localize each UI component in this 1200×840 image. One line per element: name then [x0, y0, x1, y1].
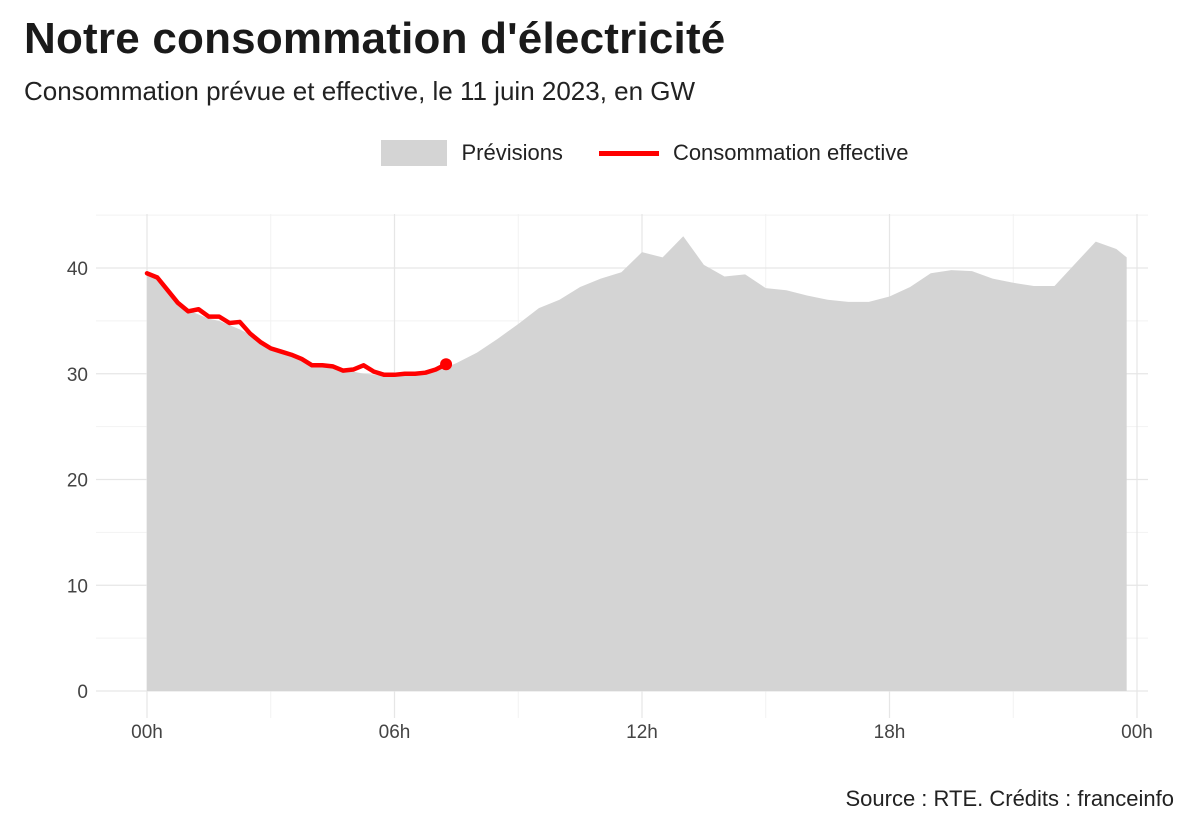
forecast-area-layer [147, 236, 1127, 691]
x-tick-label: 12h [626, 722, 658, 743]
forecast-area [147, 236, 1127, 691]
x-tick-label: 18h [874, 722, 906, 743]
y-axis-ticks: 0 10 20 30 40 [67, 259, 88, 703]
legend-label-consommation: Consommation effective [672, 140, 909, 165]
consumption-line [144, 271, 449, 378]
x-axis-ticks: 00h 06h 12h 18h 00h [131, 722, 1153, 743]
legend-item-previsions: Prévisions [381, 140, 563, 166]
x-tick-label: 00h [131, 722, 163, 743]
y-tick-label: 20 [67, 471, 88, 492]
y-tick-label: 30 [67, 365, 88, 386]
y-tick-label: 40 [67, 259, 88, 280]
legend-area-swatch [381, 140, 448, 166]
source-credit: Source : RTE. Crédits : franceinfo [845, 786, 1174, 811]
y-tick-label: 10 [67, 576, 88, 597]
legend-item-consommation: Consommation effective [598, 140, 909, 166]
y-tick-label: 0 [77, 682, 88, 703]
legend-label-previsions: Prévisions [461, 140, 563, 165]
legend-line-swatch [598, 150, 659, 156]
actual-line-layer [144, 271, 453, 378]
chart-title: Notre consommation d'électricité [24, 14, 726, 63]
chart-subtitle: Consommation prévue et effective, le 11 … [24, 76, 696, 106]
x-tick-label: 06h [379, 722, 411, 743]
legend: Prévisions Consommation effective [0, 140, 1200, 166]
consumption-last-point [440, 358, 453, 371]
x-tick-label: 00h [1121, 722, 1153, 743]
